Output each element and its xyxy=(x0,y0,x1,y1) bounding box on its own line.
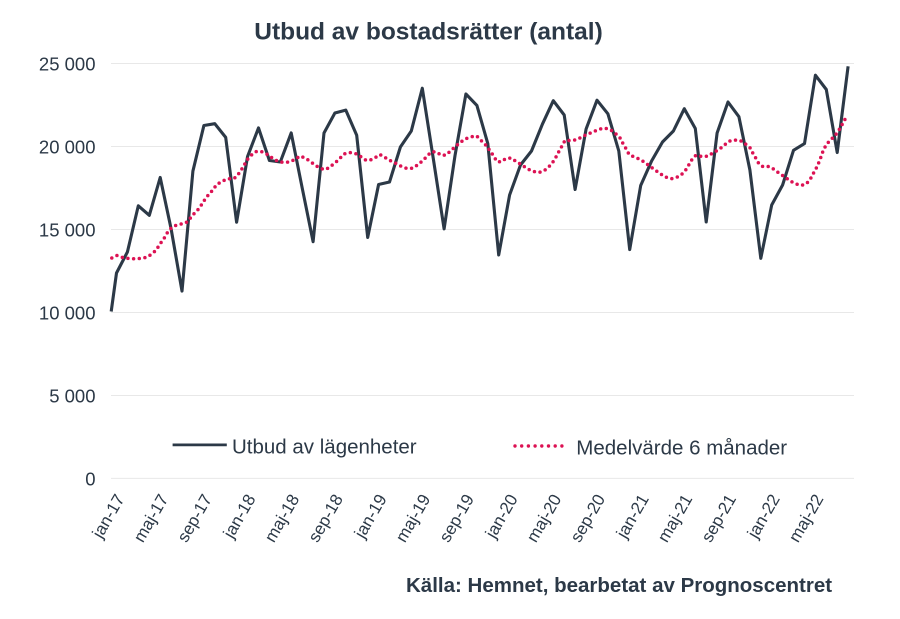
svg-text:Källa: Hemnet, bearbetat av Pr: Källa: Hemnet, bearbetat av Prognoscentr… xyxy=(406,574,832,597)
svg-text:0: 0 xyxy=(85,468,95,489)
svg-text:Utbud av bostadsrätter (antal): Utbud av bostadsrätter (antal) xyxy=(254,19,603,46)
svg-text:20 000: 20 000 xyxy=(39,137,96,158)
svg-text:Utbud av lägenheter: Utbud av lägenheter xyxy=(232,436,417,459)
svg-text:25 000: 25 000 xyxy=(39,54,96,75)
svg-text:15 000: 15 000 xyxy=(39,220,96,241)
svg-text:5 000: 5 000 xyxy=(49,386,95,407)
svg-text:10 000: 10 000 xyxy=(39,303,96,324)
svg-text:Medelvärde 6 månader: Medelvärde 6 månader xyxy=(576,437,787,460)
